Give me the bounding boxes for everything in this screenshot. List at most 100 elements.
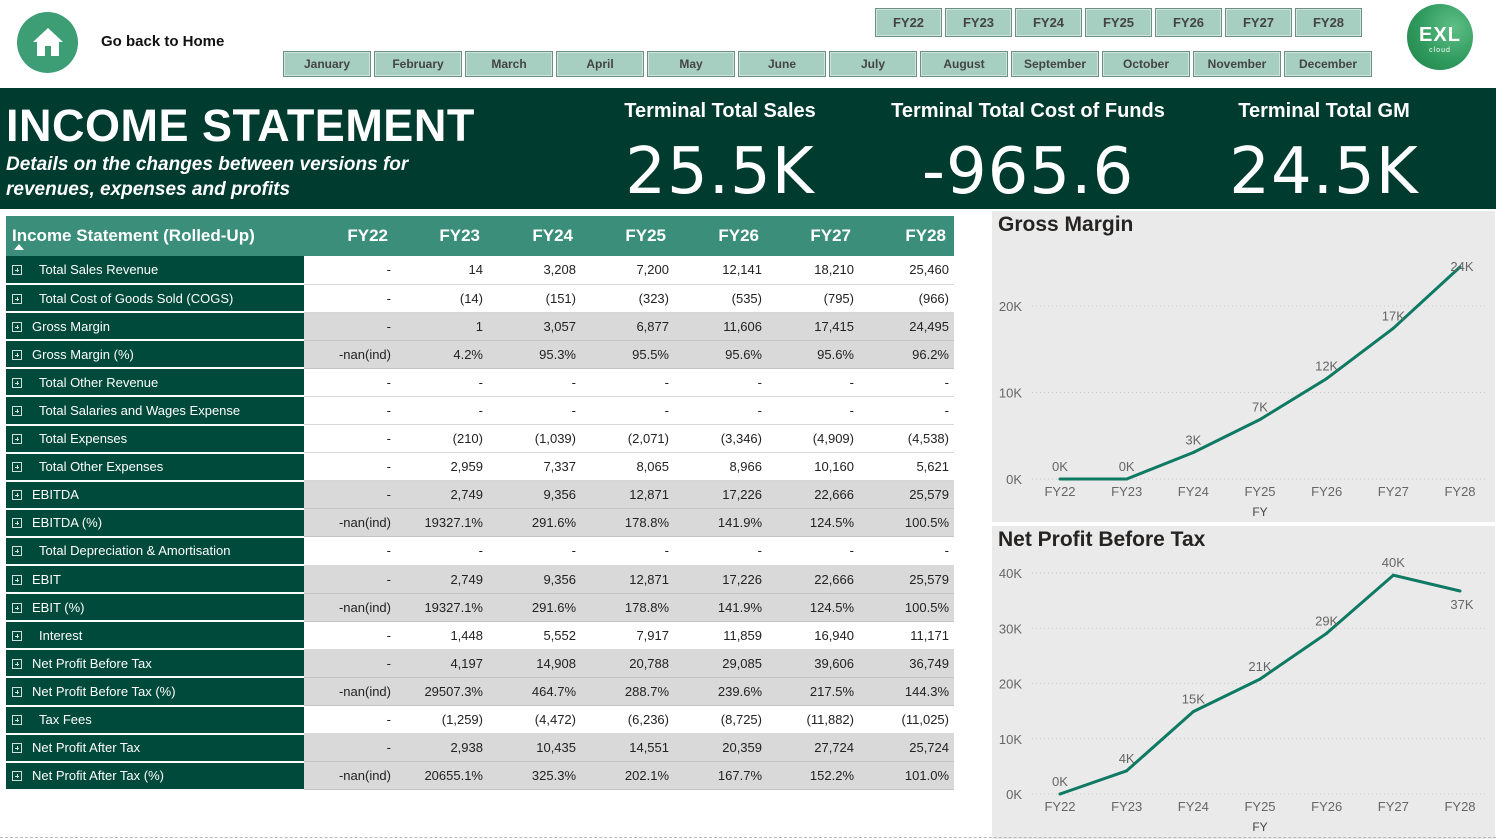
row-header[interactable]: Gross Margin xyxy=(6,312,304,342)
x-tick-label: FY25 xyxy=(1244,799,1275,814)
expand-plus-icon[interactable] xyxy=(12,743,22,754)
home-button[interactable] xyxy=(17,12,78,73)
expand-plus-icon[interactable] xyxy=(12,434,22,445)
month-slicer-button[interactable]: November xyxy=(1193,51,1281,77)
table-cell: 288.7% xyxy=(581,677,674,707)
column-header-fy[interactable]: FY27 xyxy=(767,216,859,256)
expand-plus-icon[interactable] xyxy=(12,602,22,613)
table-cell: - xyxy=(304,284,396,313)
month-slicer-button[interactable]: March xyxy=(465,51,553,77)
row-label: Net Profit Before Tax (%) xyxy=(32,683,176,699)
expand-plus-icon[interactable] xyxy=(12,658,22,669)
row-header[interactable]: EBIT xyxy=(6,565,304,595)
month-slicer-button[interactable]: December xyxy=(1284,51,1372,77)
row-header[interactable]: Net Profit Before Tax (%) xyxy=(6,677,304,707)
column-header-fy[interactable]: FY28 xyxy=(859,216,954,256)
table-header-row: Income Statement (Rolled-Up) FY22 FY23 FY2… xyxy=(6,216,954,256)
row-header[interactable]: Gross Margin (%) xyxy=(6,340,304,370)
table-cell: (8,725) xyxy=(674,705,767,735)
sort-ascending-icon[interactable] xyxy=(14,244,24,250)
expand-plus-icon[interactable] xyxy=(12,377,22,388)
table-cell: 39,606 xyxy=(767,649,859,678)
month-slicer-button[interactable]: October xyxy=(1102,51,1190,77)
row-header[interactable]: Total Salaries and Wages Expense xyxy=(6,396,304,426)
expand-plus-icon[interactable] xyxy=(12,715,22,726)
column-header-fy[interactable]: FY25 xyxy=(581,216,674,256)
home-link-label[interactable]: Go back to Home xyxy=(101,33,225,50)
expand-plus-icon[interactable] xyxy=(12,574,22,585)
month-slicer-button[interactable]: April xyxy=(556,51,644,77)
month-slicer-button[interactable]: May xyxy=(647,51,735,77)
row-label: Net Profit After Tax xyxy=(32,740,141,756)
row-header[interactable]: Total Cost of Goods Sold (COGS) xyxy=(6,284,304,314)
row-label: EBIT (%) xyxy=(32,599,85,615)
column-header-fy[interactable]: FY26 xyxy=(674,216,767,256)
fy-slicer-button[interactable]: FY23 xyxy=(945,8,1012,37)
table-cell: 124.5% xyxy=(767,593,859,622)
column-header-fy[interactable]: FY22 xyxy=(304,216,396,256)
table-cell: 7,200 xyxy=(581,256,674,285)
line-chart-svg: 0K 10K 20K 30K 40K FY22 FY23 FY24 FY25 FY26 FY27 FY… xyxy=(999,555,1487,834)
x-tick-label: FY23 xyxy=(1111,799,1142,814)
column-header-income-statement[interactable]: Income Statement (Rolled-Up) xyxy=(6,216,304,256)
row-header[interactable]: Total Depreciation & Amortisation xyxy=(6,536,304,567)
expand-plus-icon[interactable] xyxy=(12,490,22,501)
fy-slicer-button[interactable]: FY26 xyxy=(1155,8,1222,37)
row-label: Net Profit Before Tax xyxy=(32,655,152,671)
fy-slicer-button[interactable]: FY22 xyxy=(875,8,942,37)
data-point xyxy=(1391,326,1395,330)
expand-plus-icon[interactable] xyxy=(12,630,22,641)
fy-slicer-button[interactable]: FY24 xyxy=(1015,8,1082,37)
table-cell: 101.0% xyxy=(859,761,954,791)
expand-plus-icon[interactable] xyxy=(12,518,22,529)
table-cell: 100.5% xyxy=(859,593,954,622)
row-header[interactable]: Net Profit After Tax (%) xyxy=(6,761,304,791)
row-header[interactable]: Tax Fees xyxy=(6,705,304,735)
row-header[interactable]: Net Profit Before Tax xyxy=(6,649,304,679)
data-label: 29K xyxy=(1315,613,1338,628)
table-cell: 3,208 xyxy=(488,256,581,285)
expand-plus-icon[interactable] xyxy=(12,406,22,417)
row-header[interactable]: Interest xyxy=(6,621,304,651)
month-slicer-button[interactable]: February xyxy=(374,51,462,77)
table-cell: (210) xyxy=(396,424,488,454)
table-cell: 36,749 xyxy=(859,649,954,678)
expand-plus-icon[interactable] xyxy=(12,686,22,697)
y-tick-label: 30K xyxy=(999,621,1022,636)
row-header[interactable]: EBITDA (%) xyxy=(6,508,304,538)
expand-plus-icon[interactable] xyxy=(12,546,22,557)
expand-plus-icon[interactable] xyxy=(12,321,22,332)
row-label: Total Expenses xyxy=(39,431,128,447)
month-slicer-button[interactable]: January xyxy=(283,51,371,77)
expand-plus-icon[interactable] xyxy=(12,265,22,276)
month-slicer-button[interactable]: September xyxy=(1011,51,1099,77)
table-cell: (3,346) xyxy=(674,424,767,454)
table-row: Total Other Revenue - - - - - - - xyxy=(6,368,954,398)
table-cell: 17,226 xyxy=(674,565,767,594)
kpi-total-cost-of-funds: Terminal Total Cost of Funds -965.6 xyxy=(888,100,1168,209)
row-header[interactable]: Total Other Revenue xyxy=(6,368,304,398)
table-cell: - xyxy=(581,368,674,397)
chart-title: Gross Margin xyxy=(998,213,1134,236)
fy-slicer-button[interactable]: FY27 xyxy=(1225,8,1292,37)
month-slicer-button[interactable]: June xyxy=(738,51,826,77)
row-header[interactable]: EBIT (%) xyxy=(6,593,304,623)
fy-slicer-button[interactable]: FY25 xyxy=(1085,8,1152,37)
row-header[interactable]: Total Expenses xyxy=(6,424,304,454)
column-header-fy[interactable]: FY23 xyxy=(396,216,488,256)
row-header[interactable]: Net Profit After Tax xyxy=(6,733,304,763)
row-header[interactable]: Total Other Expenses xyxy=(6,452,304,482)
table-cell: 22,666 xyxy=(767,480,859,510)
income-statement-matrix: Income Statement (Rolled-Up) FY22 FY23 FY2… xyxy=(6,216,954,791)
expand-plus-icon[interactable] xyxy=(12,349,22,360)
expand-plus-icon[interactable] xyxy=(12,293,22,304)
fy-slicer-button[interactable]: FY28 xyxy=(1295,8,1362,37)
month-slicer-button[interactable]: July xyxy=(829,51,917,77)
row-header[interactable]: Total Sales Revenue xyxy=(6,256,304,286)
expand-plus-icon[interactable] xyxy=(12,462,22,473)
month-slicer-button[interactable]: August xyxy=(920,51,1008,77)
expand-plus-icon[interactable] xyxy=(12,771,22,782)
table-cell: 14 xyxy=(396,256,488,285)
row-header[interactable]: EBITDA xyxy=(6,480,304,510)
column-header-fy[interactable]: FY24 xyxy=(488,216,581,256)
